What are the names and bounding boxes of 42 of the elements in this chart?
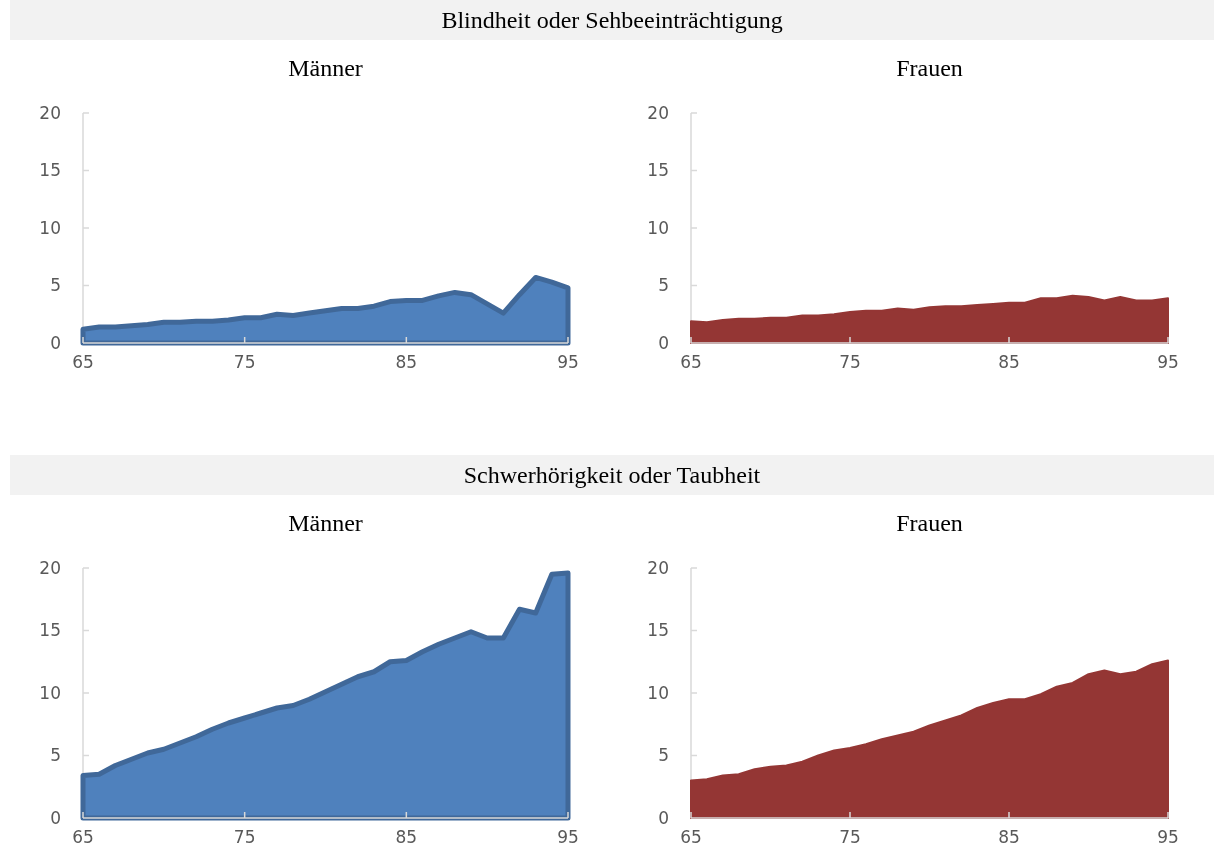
y-tick-label: 5 <box>50 275 61 296</box>
y-tick-label: 5 <box>658 745 669 766</box>
y-tick-label: 15 <box>647 620 669 641</box>
y-tick-label: 5 <box>50 745 61 766</box>
y-tick-label: 20 <box>647 557 669 578</box>
x-tick-label: 95 <box>557 827 579 847</box>
x-tick-label: 85 <box>395 352 418 372</box>
x-tick-label: 65 <box>72 352 94 372</box>
text: Blindheit oder Sehbeeinträchtigung <box>441 7 783 33</box>
y-tick-label: 10 <box>39 682 61 703</box>
chart-title: Frauen <box>896 510 963 536</box>
x-tick-label: 75 <box>233 352 256 372</box>
y-tick-label: 5 <box>658 275 669 296</box>
y-tick-label: 0 <box>50 807 61 828</box>
y-tick-label: 10 <box>39 217 61 238</box>
y-tick-label: 15 <box>39 620 61 641</box>
y-tick-label: 0 <box>50 332 61 353</box>
chart-title: Männer <box>288 55 363 81</box>
chart-title: Männer <box>288 510 363 536</box>
y-tick-label: 10 <box>647 682 669 703</box>
x-tick-label: 75 <box>839 352 861 372</box>
x-tick-label: 85 <box>395 827 418 847</box>
y-tick-label: 15 <box>39 160 61 181</box>
y-tick-label: 0 <box>658 807 669 828</box>
chart-title: Frauen <box>896 55 963 81</box>
y-tick-label: 15 <box>647 160 669 181</box>
y-tick-label: 20 <box>39 102 61 123</box>
y-tick-label: 0 <box>658 332 669 353</box>
x-tick-label: 75 <box>233 827 256 847</box>
x-tick-label: 65 <box>680 827 702 847</box>
text: Schwerhörigkeit oder Taubheit <box>463 462 761 488</box>
x-tick-label: 85 <box>998 352 1020 372</box>
x-tick-label: 85 <box>998 827 1020 847</box>
x-tick-label: 95 <box>557 352 579 372</box>
x-tick-label: 65 <box>680 352 702 372</box>
x-tick-label: 95 <box>1157 352 1179 372</box>
y-tick-label: 20 <box>647 102 669 123</box>
y-tick-label: 10 <box>647 217 669 238</box>
x-tick-label: 75 <box>839 827 861 847</box>
x-tick-label: 95 <box>1157 827 1179 847</box>
x-tick-label: 65 <box>72 827 94 847</box>
y-tick-label: 20 <box>39 557 61 578</box>
